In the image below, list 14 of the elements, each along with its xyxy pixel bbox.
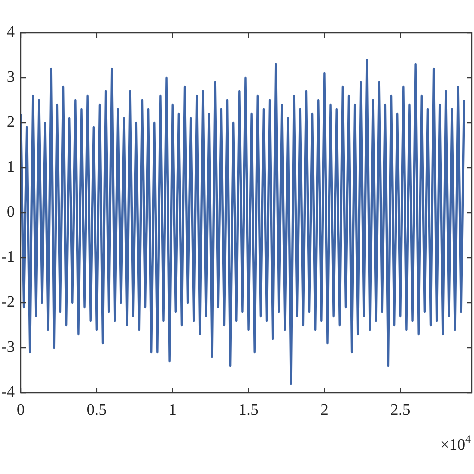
y-tick-label: -2	[2, 294, 15, 312]
x-tick-label: 0.5	[86, 402, 107, 419]
x-tick-label: 1	[168, 402, 177, 419]
y-tick-label: 4	[7, 24, 15, 42]
y-tick-label: 1	[7, 159, 15, 176]
x-tick-label: 1.5	[238, 402, 259, 419]
y-tick-label: 3	[7, 69, 15, 86]
y-tick-label: -4	[2, 384, 15, 402]
y-tick-label: 2	[7, 114, 15, 132]
x-tick-label: 2.5	[390, 402, 411, 419]
y-tick-label: -3	[2, 339, 15, 356]
x-tick-label: 2	[320, 402, 329, 419]
y-tick-label: -1	[2, 249, 15, 266]
y-tick-label: 0	[7, 204, 15, 222]
